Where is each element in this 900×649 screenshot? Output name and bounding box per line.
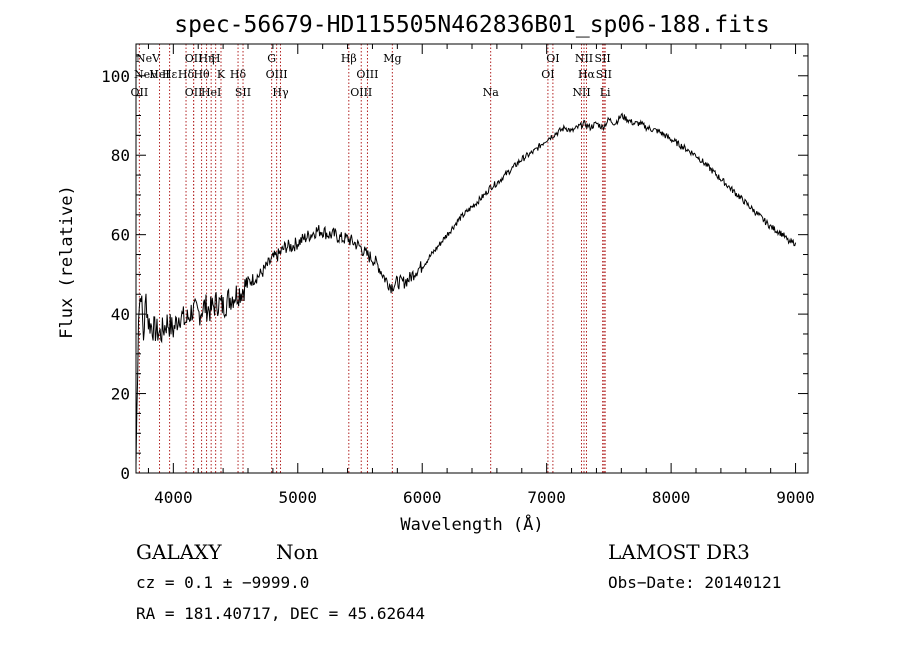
x-tick-label: 8000 [652, 488, 691, 507]
y-tick-label: 80 [111, 146, 130, 165]
y-tick-label: 100 [101, 67, 130, 86]
line-marker-label: OII [185, 86, 203, 99]
line-marker-label: OIII [350, 86, 372, 99]
line-marker-label: Na [483, 86, 500, 99]
line-marker-label: OII [185, 52, 203, 65]
line-marker-label: G [267, 52, 276, 65]
line-marker-label: SII [235, 86, 251, 99]
obs-date: Obs−Date: 20140121 [608, 573, 781, 592]
line-marker-label: Hη [198, 52, 214, 65]
line-marker-label: HeI [201, 86, 221, 99]
y-axis-label: Flux (relative) [57, 185, 77, 339]
line-marker-label: OIII [266, 68, 288, 81]
line-marker-label: NeV [136, 52, 161, 65]
line-marker-label: H [211, 52, 221, 65]
line-marker-label: NII [572, 86, 590, 99]
survey-name: LAMOST DR3 [608, 540, 750, 564]
line-marker-label: Hδ [178, 68, 195, 81]
line-marker-label: Hδ [230, 68, 247, 81]
y-axis-ticks: 0 20 40 60 80 100 [101, 55, 808, 483]
line-marker-label: Hγ [272, 86, 289, 99]
spectrum-line [135, 112, 797, 466]
line-marker-label: SII [596, 68, 612, 81]
line-marker-label: SII [595, 52, 611, 65]
x-axis-label: Wavelength (Å) [400, 513, 543, 535]
object-subclass: Non [276, 540, 319, 564]
x-tick-label: 6000 [403, 488, 442, 507]
line-marker-label: OI [546, 52, 559, 65]
line-marker-label: Mg [383, 52, 401, 65]
line-marker-label: Hθ [193, 68, 210, 81]
x-tick-label: 4000 [154, 488, 193, 507]
x-tick-label: 7000 [527, 488, 566, 507]
plot-frame [135, 43, 809, 474]
coordinates: RA = 181.40717, DEC = 45.62644 [136, 604, 425, 623]
line-marker-label: Hα [578, 68, 596, 81]
y-tick-label: 40 [111, 305, 130, 324]
line-marker-label: OII [131, 86, 149, 99]
x-tick-label: 9000 [776, 488, 815, 507]
line-marker-label: OI [541, 68, 554, 81]
redshift-readout: cz = 0.1 ± −9999.0 [136, 573, 309, 592]
line-marker-label: Hβ [341, 52, 357, 65]
line-marker-label: Li [600, 86, 611, 99]
line-marker-label: NeV [134, 68, 159, 81]
line-marker-label: K [217, 68, 226, 81]
x-axis-ticks: 4000 5000 6000 7000 8000 9000 [147, 44, 815, 507]
x-tick-label: 5000 [279, 488, 318, 507]
line-marker-label: HeI [149, 68, 169, 81]
object-class: GALAXY [136, 540, 222, 564]
y-tick-label: 60 [111, 226, 130, 245]
y-tick-label: 20 [111, 385, 130, 404]
line-marker-label: NII [575, 52, 593, 65]
chart-title: spec-56679-HD115505N462836B01_sp06-188.f… [174, 12, 769, 38]
line-markers [138, 44, 606, 473]
y-tick-label: 0 [120, 464, 130, 483]
line-marker-label: Hε [162, 68, 178, 81]
line-marker-label: OIII [356, 68, 378, 81]
